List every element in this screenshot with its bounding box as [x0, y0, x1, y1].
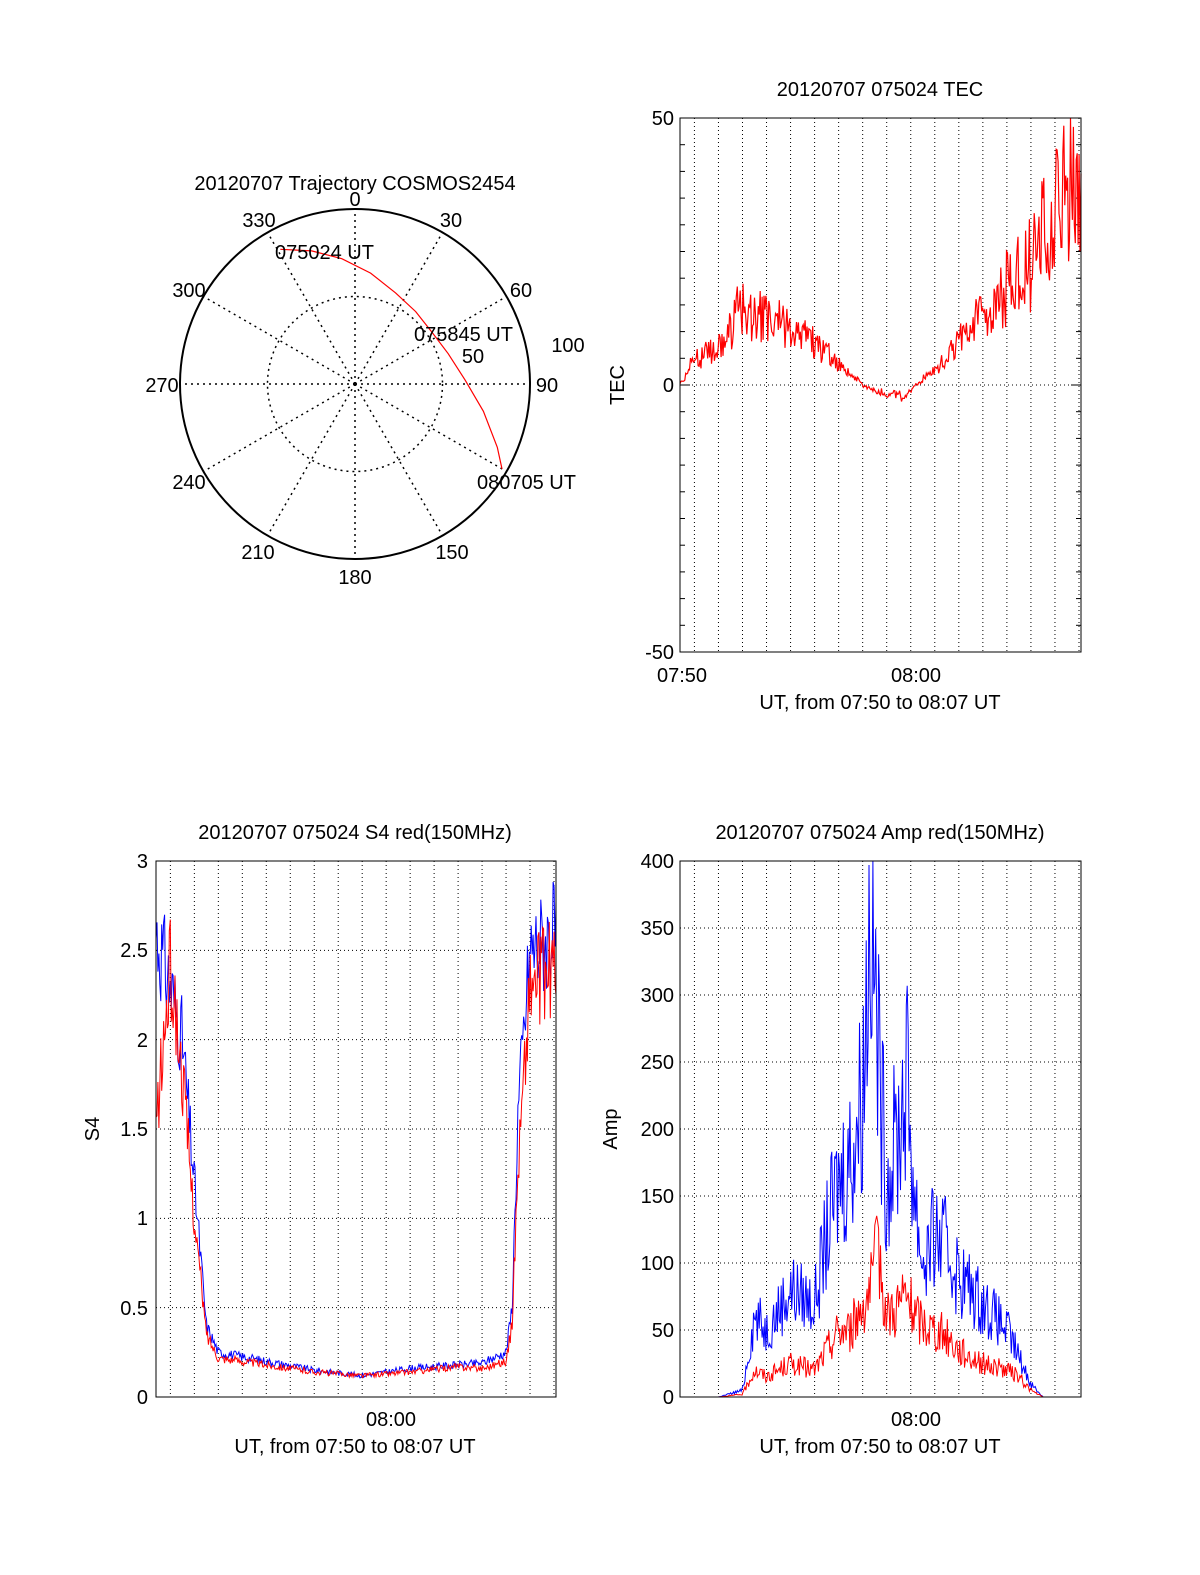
tec-ytick-0: 0 — [663, 375, 674, 397]
amp-xtick-0800: 08:00 — [891, 1409, 941, 1431]
angle-label-30: 30 — [440, 210, 462, 232]
s4-ytick-2-5: 2.5 — [120, 940, 148, 962]
s4-ytick-0-5: 0.5 — [120, 1298, 148, 1320]
amp-ytick-150: 150 — [641, 1186, 674, 1208]
polar-grid-spoke — [203, 295, 356, 385]
tec-xlabel: UT, from 07:50 to 08:07 UT — [759, 692, 1000, 714]
s4-grid — [156, 861, 556, 1397]
amp-ytick-0: 0 — [663, 1387, 674, 1409]
s4-ytick-0: 0 — [137, 1387, 148, 1409]
polar-grid-spoke — [354, 383, 444, 536]
tec-xtick-0800: 08:00 — [891, 665, 941, 687]
tec-ytick-50: 50 — [652, 108, 674, 130]
tec-xtick-0750: 07:50 — [657, 665, 707, 687]
tec-series — [679, 117, 1082, 402]
amp-panel: 20120707 075024 Amp red(150MHz) 400 350 … — [600, 822, 1082, 1458]
s4-ytick-1-5: 1.5 — [120, 1119, 148, 1141]
s4-xlabel: UT, from 07:50 to 08:07 UT — [234, 1436, 475, 1458]
tec-frame — [679, 117, 1082, 653]
angle-label-150: 150 — [435, 542, 468, 564]
polar-grid-spoke — [354, 232, 444, 385]
series-line-blue — [680, 860, 1081, 1398]
s4-ytick-2: 2 — [137, 1030, 148, 1052]
trajectory-line — [280, 248, 503, 470]
polar-grid-spoke — [354, 383, 507, 473]
s4-ylabel: S4 — [82, 1117, 104, 1141]
radial-label-100: 100 — [551, 335, 584, 357]
radial-label-50: 50 — [462, 346, 484, 368]
angle-label-240: 240 — [172, 472, 205, 494]
polar-grid-spoke — [203, 383, 356, 473]
amp-ytick-350: 350 — [641, 918, 674, 940]
polar-grid-spoke — [354, 295, 507, 385]
tec-ylabel: TEC — [607, 365, 629, 405]
amp-ytick-400: 400 — [641, 851, 674, 873]
polar-grid — [180, 209, 530, 559]
series-line-red — [679, 117, 1082, 402]
amp-title: 20120707 075024 Amp red(150MHz) — [715, 822, 1044, 844]
amp-series — [680, 860, 1081, 1398]
amp-ytick-200: 200 — [641, 1119, 674, 1141]
angle-label-90: 90 — [536, 375, 558, 397]
angle-label-270: 270 — [145, 375, 178, 397]
amp-ytick-100: 100 — [641, 1253, 674, 1275]
amp-ytick-50: 50 — [652, 1320, 674, 1342]
amp-frame — [679, 860, 1082, 1398]
s4-frame — [155, 860, 557, 1398]
polar-outer-circle — [179, 208, 531, 560]
polar-title: 20120707 Trajectory COSMOS2454 — [194, 173, 515, 195]
tec-grid — [680, 117, 1081, 653]
s4-panel: 20120707 075024 S4 red(150MHz) 3 2.5 2 1… — [82, 822, 557, 1458]
angle-label-300: 300 — [172, 280, 205, 302]
amp-xlabel: UT, from 07:50 to 08:07 UT — [759, 1436, 1000, 1458]
polar-trajectory-panel: 20120707 Trajectory COSMOS2454 0 30 60 9… — [145, 173, 584, 589]
tec-panel: 20120707 075024 TEC 50 0 -50 07:50 08:00… — [607, 79, 1082, 714]
polar-grid-spoke — [266, 383, 356, 536]
s4-xtick-0800: 08:00 — [366, 1409, 416, 1431]
amp-ytick-250: 250 — [641, 1052, 674, 1074]
annotation-mid-time: 075845 UT — [414, 324, 513, 346]
s4-title: 20120707 075024 S4 red(150MHz) — [198, 822, 512, 844]
tec-ytick-neg50: -50 — [645, 642, 674, 664]
angle-label-330: 330 — [242, 210, 275, 232]
angle-label-210: 210 — [241, 542, 274, 564]
series-line-red — [680, 1215, 1081, 1398]
series-line-blue — [155, 881, 557, 1379]
amp-ytick-300: 300 — [641, 985, 674, 1007]
polar-grid-spoke — [266, 232, 356, 385]
series-line-red — [155, 919, 557, 1379]
s4-ytick-3: 3 — [137, 851, 148, 873]
angle-label-60: 60 — [510, 280, 532, 302]
polar-grid-ring — [266, 295, 444, 473]
amp-ylabel: Amp — [600, 1108, 622, 1149]
polar-series — [280, 248, 503, 470]
s4-series — [155, 881, 557, 1379]
annotation-start-time: 075024 UT — [275, 242, 374, 264]
annotation-end-time: 080705 UT — [477, 472, 576, 494]
angle-label-180: 180 — [338, 567, 371, 589]
s4-ytick-1: 1 — [137, 1208, 148, 1230]
angle-label-0: 0 — [349, 189, 360, 211]
tec-title: 20120707 075024 TEC — [777, 79, 983, 101]
